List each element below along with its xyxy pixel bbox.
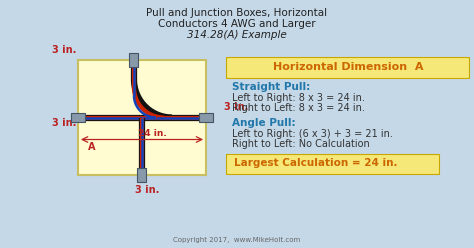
Text: Pull and Junction Boxes, Horizontal: Pull and Junction Boxes, Horizontal xyxy=(146,8,328,18)
Text: 3 in.: 3 in. xyxy=(52,118,76,127)
FancyBboxPatch shape xyxy=(199,113,213,122)
Text: 3 in.: 3 in. xyxy=(135,185,159,195)
Text: A: A xyxy=(88,142,95,152)
Text: Largest Calculation = 24 in.: Largest Calculation = 24 in. xyxy=(234,158,398,168)
FancyBboxPatch shape xyxy=(78,60,206,175)
FancyBboxPatch shape xyxy=(71,113,85,122)
Text: Right to Left: 8 x 3 = 24 in.: Right to Left: 8 x 3 = 24 in. xyxy=(232,103,365,113)
Text: Angle Pull:: Angle Pull: xyxy=(232,118,296,128)
Text: Straight Pull:: Straight Pull: xyxy=(232,82,310,92)
Text: 24 in.: 24 in. xyxy=(137,128,166,137)
FancyBboxPatch shape xyxy=(227,154,439,174)
Text: 3 in.: 3 in. xyxy=(52,45,76,55)
FancyBboxPatch shape xyxy=(137,168,146,182)
Text: Copyright 2017,  www.MikeHolt.com: Copyright 2017, www.MikeHolt.com xyxy=(173,237,301,243)
Text: Right to Left: No Calculation: Right to Left: No Calculation xyxy=(232,139,370,149)
Text: Conductors 4 AWG and Larger: Conductors 4 AWG and Larger xyxy=(158,19,316,29)
Text: Left to Right: (6 x 3) + 3 = 21 in.: Left to Right: (6 x 3) + 3 = 21 in. xyxy=(232,129,393,139)
Text: Left to Right: 8 x 3 = 24 in.: Left to Right: 8 x 3 = 24 in. xyxy=(232,93,365,103)
Text: 3 in.: 3 in. xyxy=(224,102,248,113)
FancyBboxPatch shape xyxy=(227,57,470,77)
FancyBboxPatch shape xyxy=(129,53,138,67)
Text: 314.28(A) Example: 314.28(A) Example xyxy=(187,30,287,40)
Text: Horizontal Dimension  A: Horizontal Dimension A xyxy=(273,62,423,72)
